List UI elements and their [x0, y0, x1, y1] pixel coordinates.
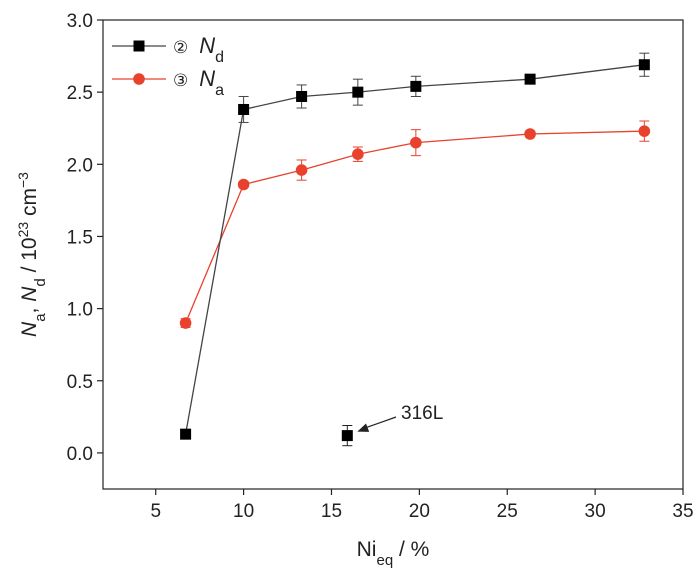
series-layer — [179, 52, 651, 447]
x-tick-label: 5 — [150, 501, 161, 522]
data-point — [524, 128, 536, 140]
annotation-arrow-head — [357, 423, 370, 432]
legend-name-sub: a — [215, 82, 224, 99]
x-axis-title-suffix: / % — [393, 538, 429, 561]
y-title-unit-cm-exp: −3 — [15, 172, 31, 188]
x-tick-label: 20 — [409, 501, 430, 522]
annotation: 316L — [357, 403, 443, 432]
x-tick-label: 25 — [497, 501, 518, 522]
y-tick-label: 0.5 — [67, 372, 93, 393]
legend-name: N — [199, 33, 215, 58]
y-title-unit: / 10 — [18, 237, 41, 278]
y-tick-label: 0.0 — [67, 444, 93, 465]
legend-marker — [133, 73, 145, 85]
y-axis-title: Na, Nd / 1023 cm−3 — [15, 172, 49, 337]
data-point-316L — [341, 430, 353, 442]
legend-index: ② — [173, 38, 188, 57]
legend-item: ③ Na — [112, 66, 224, 99]
y-tick-label: 1.5 — [67, 227, 93, 248]
data-point — [524, 73, 536, 85]
data-point — [238, 103, 250, 115]
point-316L — [341, 425, 353, 447]
x-tick-label: 15 — [321, 501, 342, 522]
data-point — [638, 59, 650, 71]
y-title-unit-cm: cm — [18, 188, 41, 222]
x-axis-title-sub: eq — [376, 552, 393, 569]
legend: ② Nd③ Na — [112, 33, 224, 99]
axis-titles: Nieq / % Na, Nd / 1023 cm−3 — [15, 172, 429, 569]
series-Nd — [180, 52, 650, 440]
y-title-na-sub: a — [32, 313, 49, 322]
legend-marker — [133, 40, 145, 52]
x-axis-title-base: Ni — [357, 538, 377, 561]
x-tick-label: 10 — [233, 501, 254, 522]
legend-index: ③ — [173, 71, 188, 90]
data-point — [295, 164, 308, 176]
data-point — [296, 90, 308, 102]
data-point — [179, 317, 192, 329]
legend-label: ③ Na — [173, 66, 224, 99]
legend-label: ② Nd — [173, 33, 224, 66]
y-title-sep: , — [18, 302, 41, 314]
x-tick-label: 30 — [585, 501, 606, 522]
plot-area — [102, 19, 684, 490]
y-title-nd: N — [18, 286, 41, 302]
data-point — [352, 148, 364, 161]
y-tick-label: 2.0 — [67, 155, 93, 176]
y-title-na: N — [18, 321, 41, 337]
data-point — [638, 125, 651, 137]
plot-frame — [102, 19, 684, 490]
y-title-unit-exp: 23 — [15, 222, 31, 238]
series-Na — [179, 120, 651, 329]
axis-ticks: 5 10 15 20 25 30 35 0.0 0.5 1.0 1.5 2.0 2.5 3.0 — [67, 11, 694, 522]
annotation-arrow-line — [363, 416, 397, 430]
data-point — [410, 136, 422, 149]
x-axis-title: Nieq / % — [357, 538, 430, 569]
series-line — [184, 64, 645, 435]
y-tick-label: 2.5 — [67, 83, 93, 104]
data-point — [237, 178, 250, 191]
legend-name: N — [199, 66, 215, 91]
y-title-nd-sub: d — [32, 278, 49, 286]
x-tick-label: 35 — [672, 501, 693, 522]
y-tick-label: 3.0 — [67, 11, 93, 32]
annotation-label: 316L — [401, 403, 443, 424]
legend-item: ② Nd — [112, 33, 224, 66]
data-point — [180, 428, 192, 440]
data-point — [410, 80, 422, 92]
y-tick-label: 1.0 — [67, 300, 93, 321]
series-line — [185, 130, 645, 324]
data-point — [352, 86, 364, 98]
legend-name-sub: d — [215, 49, 224, 66]
